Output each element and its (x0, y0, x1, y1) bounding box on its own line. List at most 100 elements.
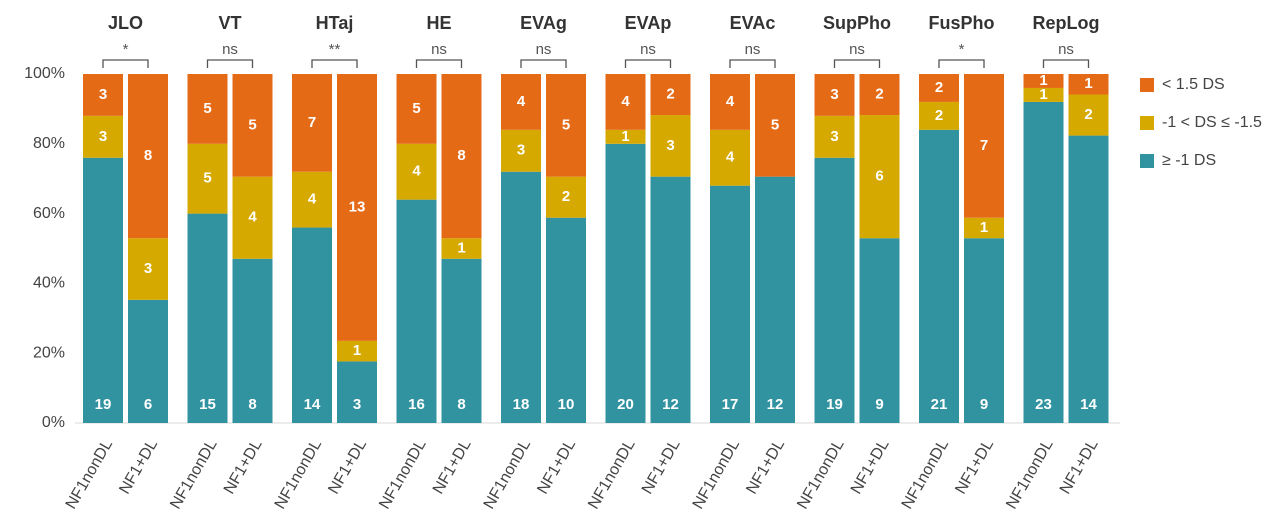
bar-segment (292, 74, 332, 172)
significance-label: ns (640, 41, 656, 58)
x-tick-label: NF1nonDL (690, 437, 743, 513)
data-label: 14 (304, 396, 321, 413)
data-label: 3 (353, 396, 361, 413)
significance-label: ns (536, 41, 552, 58)
bar-segment (919, 74, 959, 102)
bar-segment (128, 299, 168, 423)
data-label: 1 (457, 239, 465, 256)
group-title: FusPho (929, 13, 995, 33)
data-label: 4 (621, 93, 630, 110)
data-label: 1 (353, 342, 361, 359)
group-title: JLO (108, 13, 143, 33)
bar-segment (501, 129, 541, 172)
bar-segment (1023, 87, 1064, 102)
data-label: 23 (1035, 396, 1052, 413)
data-label: 5 (412, 100, 420, 117)
bar-segment (859, 74, 900, 116)
bar-segment (919, 101, 959, 130)
bar-segment (187, 213, 228, 423)
data-label: 5 (771, 116, 779, 133)
significance-bracket (729, 59, 776, 68)
bar-segment (755, 176, 795, 423)
group-title: RepLog (1033, 13, 1100, 33)
x-tick-label: NF1+DL (325, 437, 370, 498)
x-tick-label: NF1+DL (952, 437, 997, 498)
data-label: 7 (308, 114, 316, 131)
data-label: 15 (199, 396, 216, 413)
bar-segment (859, 115, 900, 239)
legend-label: ≥ -1 DS (1162, 152, 1216, 169)
data-label: 4 (308, 191, 317, 208)
legend-swatch (1140, 78, 1154, 92)
significance-bracket (311, 59, 358, 68)
data-label: 19 (826, 396, 843, 413)
x-tick-label: NF1nonDL (63, 437, 116, 513)
bar-segment (396, 199, 437, 423)
significance-label: ns (222, 41, 238, 58)
data-label: 5 (203, 100, 211, 117)
bar-segment (83, 74, 123, 116)
bar-segment (232, 176, 273, 259)
bar-segment (396, 143, 437, 200)
data-label: 3 (99, 86, 107, 103)
x-tick-label: NF1nonDL (272, 437, 325, 513)
bar-segment (710, 185, 750, 423)
data-label: 13 (349, 198, 366, 215)
bar-segment (546, 176, 586, 218)
group-title: EVAg (520, 13, 567, 33)
bar-segment (232, 74, 273, 177)
bar-segment (605, 143, 646, 424)
data-label: 2 (935, 107, 943, 124)
bar-segment (605, 74, 646, 130)
bar-segment (187, 74, 228, 144)
data-label: 12 (767, 396, 784, 413)
data-label: 1 (980, 219, 988, 236)
data-label: 3 (666, 137, 674, 154)
data-label: 5 (562, 116, 570, 133)
bar-segment (1068, 74, 1109, 95)
bar-segment (650, 176, 691, 423)
significance-bracket (102, 59, 149, 68)
legend-swatch (1140, 154, 1154, 168)
data-label: 2 (935, 79, 943, 96)
data-label: 4 (412, 163, 421, 180)
significance-label: ns (1058, 41, 1074, 58)
bar-segment (187, 143, 228, 214)
x-tick-label: NF1+DL (743, 437, 788, 498)
x-tick-label: NF1+DL (848, 437, 893, 498)
bar-segment (605, 129, 646, 144)
bar-segment (441, 74, 482, 239)
bar-segment (859, 238, 900, 423)
bar-segment (1068, 135, 1109, 423)
bar-segment (964, 238, 1004, 423)
bar-segment (396, 74, 437, 144)
data-label: 6 (875, 168, 883, 185)
bar-segment (1023, 74, 1064, 88)
bar-segment (710, 129, 750, 186)
data-label: 3 (517, 142, 525, 159)
data-label: 9 (875, 396, 883, 413)
data-label: 3 (830, 86, 838, 103)
data-label: 6 (144, 396, 152, 413)
group-title: SupPho (823, 13, 891, 33)
y-tick-label: 40% (33, 275, 65, 292)
data-label: 16 (408, 396, 425, 413)
data-label: 8 (457, 147, 465, 164)
x-tick-label: NF1+DL (534, 437, 579, 498)
data-label: 4 (517, 93, 526, 110)
data-label: 1 (621, 128, 629, 145)
data-label: 4 (726, 93, 735, 110)
data-label: 9 (980, 396, 988, 413)
data-label: 2 (562, 188, 570, 205)
data-label: 18 (513, 396, 530, 413)
y-tick-label: 80% (33, 135, 65, 152)
bar-segment (650, 74, 691, 116)
bar-segment (814, 157, 855, 423)
significance-bracket (833, 59, 881, 68)
significance-label: * (123, 41, 129, 58)
data-label: 3 (144, 260, 152, 277)
bar-segment (964, 74, 1004, 218)
data-label: 4 (726, 149, 735, 166)
data-label: 5 (203, 170, 211, 187)
